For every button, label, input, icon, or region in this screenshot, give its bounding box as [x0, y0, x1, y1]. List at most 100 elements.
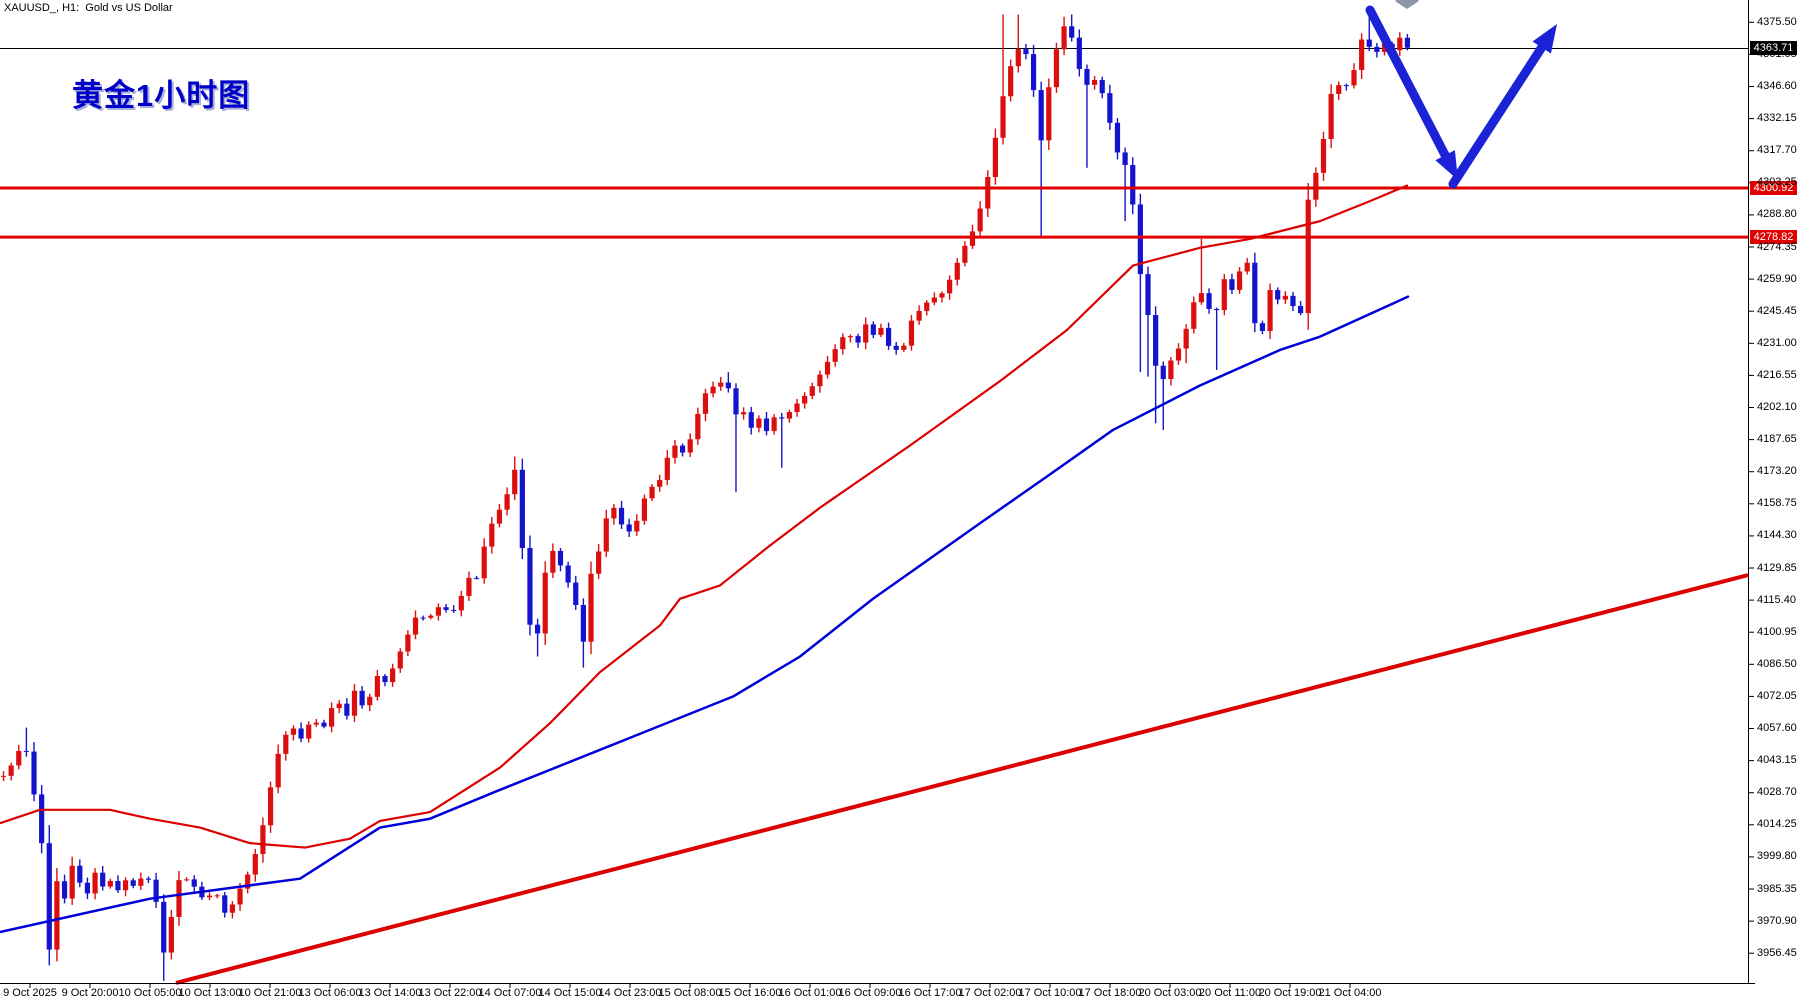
- candlestick: [847, 336, 854, 338]
- time-axis-label: 14 Oct 15:00: [538, 987, 602, 999]
- candlestick: [306, 724, 312, 739]
- candlestick: [1061, 26, 1067, 50]
- price-axis-label: 4187.65: [1757, 433, 1797, 446]
- current-price-badge: 4363.71: [1750, 41, 1797, 56]
- candlestick: [1290, 295, 1296, 307]
- candlestick: [1236, 271, 1243, 290]
- candlestick: [1366, 39, 1372, 47]
- candlestick: [130, 880, 136, 886]
- candlestick: [1305, 199, 1311, 314]
- candlestick: [206, 895, 213, 898]
- candlestick: [145, 878, 152, 880]
- candlestick: [84, 882, 91, 894]
- candlestick: [611, 507, 617, 519]
- projection-arrow-down[interactable]: [1365, 5, 1450, 160]
- candlestick: [733, 388, 739, 415]
- price-axis-label: 3956.45: [1757, 946, 1797, 959]
- resistance-price-badge: 4300.92: [1750, 180, 1797, 195]
- candlestick: [1038, 90, 1044, 141]
- candlestick: [1259, 323, 1266, 331]
- time-axis-label: 17 Oct 18:00: [1078, 987, 1142, 999]
- projection-arrow-up[interactable]: [1448, 42, 1547, 189]
- price-axis-label: 4043.15: [1757, 754, 1797, 767]
- candlestick: [351, 690, 358, 716]
- candlestick: [779, 417, 785, 419]
- candlestick: [1221, 279, 1227, 311]
- candlestick: [245, 874, 251, 889]
- candlestick: [1343, 85, 1349, 87]
- time-axis-label: 21 Oct 04:00: [1318, 987, 1382, 999]
- candlestick: [222, 895, 228, 913]
- time-axis-label: 20 Oct 11:00: [1198, 987, 1262, 999]
- candlestick: [748, 412, 754, 428]
- candlestick: [1145, 274, 1151, 315]
- price-axis-label: 3999.80: [1757, 850, 1797, 863]
- candlestick: [885, 327, 892, 346]
- candlestick: [435, 607, 442, 616]
- candlestick: [603, 518, 609, 552]
- candlestick: [412, 617, 419, 635]
- candlestick: [107, 881, 113, 887]
- candlestick: [214, 895, 220, 897]
- candlestick: [1214, 308, 1220, 311]
- time-axis-label: 13 Oct 14:00: [358, 987, 422, 999]
- candlestick: [908, 320, 915, 346]
- candlestick: [1336, 85, 1342, 94]
- candlestick: [420, 617, 426, 619]
- diamond-marker: [1395, 0, 1419, 9]
- candlestick: [718, 382, 724, 387]
- candlestick: [695, 413, 701, 440]
- candlestick: [550, 550, 556, 573]
- candlestick: [267, 787, 274, 826]
- candlestick: [1130, 165, 1136, 205]
- candlestick: [1404, 37, 1411, 48]
- candlestick: [504, 494, 510, 510]
- trendline[interactable]: [175, 573, 1749, 985]
- candlestick: [863, 324, 869, 343]
- price-axis-label: 4072.05: [1757, 689, 1797, 702]
- candlestick: [1206, 293, 1212, 309]
- time-axis-label: 9 Oct 20:00: [61, 987, 119, 999]
- candlestick: [473, 577, 480, 579]
- projection-arrow-down-head: [1435, 150, 1458, 180]
- slow-moving-average-line: [0, 295, 1410, 934]
- candlestick: [1275, 290, 1281, 300]
- candlestick: [763, 418, 770, 432]
- candlestick: [756, 418, 762, 428]
- candlestick: [824, 361, 831, 375]
- price-axis-label: 4332.15: [1757, 112, 1797, 125]
- price-axis-label: 4231.00: [1757, 336, 1797, 349]
- candlestick: [741, 412, 747, 415]
- candlestick: [1183, 328, 1189, 349]
- candlestick: [1099, 79, 1105, 94]
- candlestick: [512, 469, 518, 495]
- candlestick: [1153, 314, 1159, 366]
- candlestick: [1267, 290, 1273, 331]
- candlestick: [367, 696, 373, 706]
- time-axis-label: 13 Oct 06:00: [298, 987, 362, 999]
- candlestick: [344, 703, 350, 716]
- time-axis-label: 13 Oct 22:00: [418, 987, 482, 999]
- candlestick: [1114, 122, 1121, 153]
- candlestick: [1298, 306, 1304, 314]
- candlestick: [809, 386, 815, 396]
- candlestick: [16, 750, 22, 766]
- price-axis-label: 4361.05: [1757, 47, 1797, 60]
- candlestick: [115, 881, 121, 891]
- projection-arrow-up-head: [1532, 24, 1557, 54]
- candlestick: [496, 509, 503, 524]
- time-axis-label: 16 Oct 17:00: [898, 987, 962, 999]
- price-axis-label: 4100.95: [1757, 625, 1797, 638]
- candlestick: [1046, 87, 1052, 141]
- candlestick: [817, 374, 823, 387]
- candlestick: [92, 872, 98, 894]
- candlestick: [626, 524, 632, 532]
- candlestick: [1244, 262, 1250, 272]
- candlestick: [1282, 295, 1288, 300]
- candlestick: [657, 479, 663, 487]
- price-axis-label: 3985.35: [1757, 882, 1797, 895]
- candlestick: [1168, 360, 1174, 380]
- candlestick: [1015, 49, 1021, 67]
- candlestick: [634, 520, 640, 532]
